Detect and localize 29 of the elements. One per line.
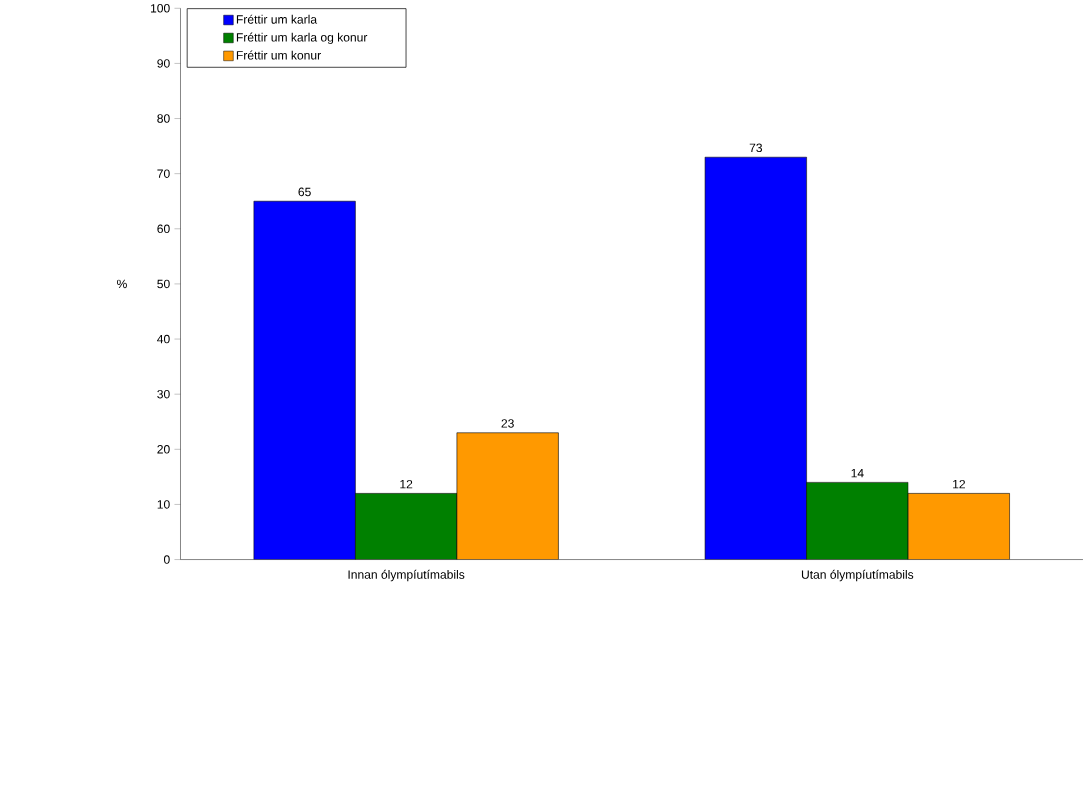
y-tick-label: 100 bbox=[150, 3, 170, 13]
bar bbox=[704, 156, 807, 560]
data-label: 14 bbox=[851, 468, 864, 478]
data-label: 65 bbox=[298, 187, 311, 197]
y-tick-label: 50 bbox=[157, 279, 170, 289]
y-tick-label: 70 bbox=[157, 169, 170, 178]
bar bbox=[253, 201, 356, 560]
legend-label: Fréttir um karla og konur bbox=[236, 32, 368, 44]
bar bbox=[456, 432, 559, 560]
y-tick-label: 10 bbox=[157, 500, 170, 509]
y-tick-label: 0 bbox=[163, 555, 170, 564]
y-tick-label: 90 bbox=[157, 59, 170, 68]
y-tick-label: 40 bbox=[157, 334, 170, 344]
y-tick-label: 80 bbox=[157, 114, 170, 123]
data-label: 73 bbox=[749, 143, 763, 153]
legend-label: Fréttir um karla bbox=[236, 14, 318, 24]
bar bbox=[355, 493, 457, 560]
data-label: 23 bbox=[501, 419, 514, 428]
y-tick-label: 30 bbox=[157, 389, 170, 399]
y-tick-label: 60 bbox=[157, 224, 170, 234]
y-tick-label: 20 bbox=[157, 444, 170, 454]
y-axis-title: % bbox=[117, 279, 127, 289]
data-label: 12 bbox=[400, 479, 413, 489]
x-tick-label: Utan ólympíutímabils bbox=[801, 569, 914, 582]
legend-label: Fréttir um konur bbox=[236, 50, 321, 60]
x-tick-label: Innan ólympíutímabils bbox=[348, 569, 465, 582]
bar bbox=[806, 482, 909, 560]
bar bbox=[907, 493, 1010, 560]
data-label: 12 bbox=[953, 479, 965, 489]
